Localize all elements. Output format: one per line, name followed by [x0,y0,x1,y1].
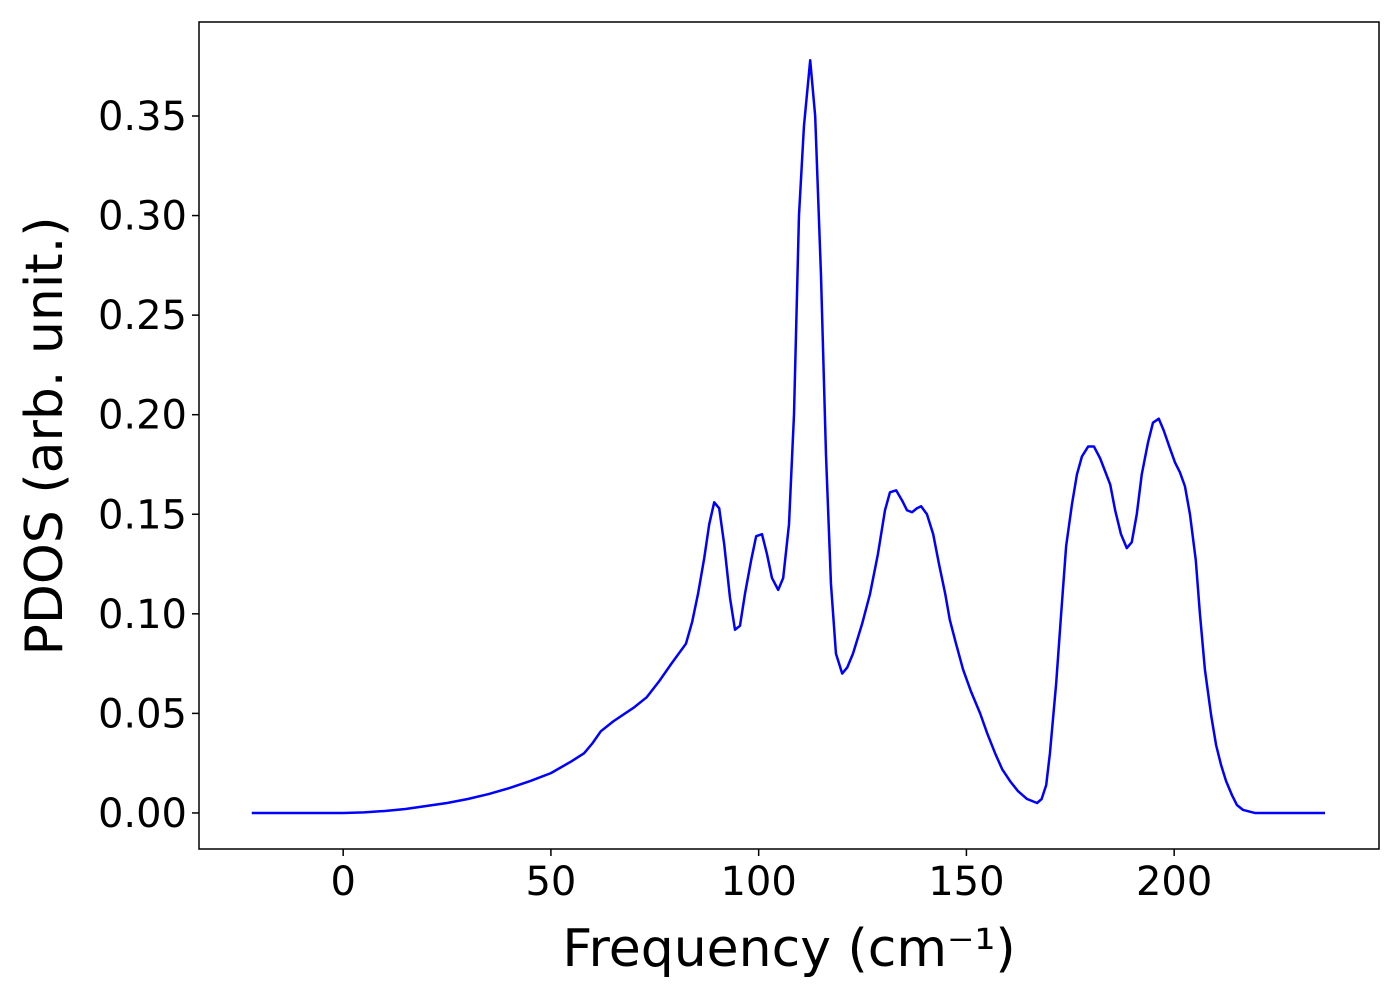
y-tick-label: 0.30 [98,194,187,240]
x-tick-label: 150 [928,859,1004,905]
plot-frame [198,21,1380,850]
x-tick-label: 50 [525,859,576,905]
y-tick-label: 0.15 [98,492,187,538]
y-tick-label: 0.35 [98,94,187,140]
x-tick-label: 100 [720,859,796,905]
x-tick-label: 0 [330,859,355,905]
y-tick-label: 0.20 [98,393,187,439]
data-line [251,58,1325,815]
y-axis-label: PDOS (arb. unit.) [15,216,75,655]
y-tick-label: 0.25 [98,293,187,339]
y-tick-label: 0.10 [98,592,187,638]
x-axis-label: Frequency (cm⁻¹) [562,919,1015,979]
x-tick-label: 200 [1136,859,1212,905]
y-tick-label: 0.05 [98,691,187,737]
y-tick-label: 0.00 [98,791,187,837]
